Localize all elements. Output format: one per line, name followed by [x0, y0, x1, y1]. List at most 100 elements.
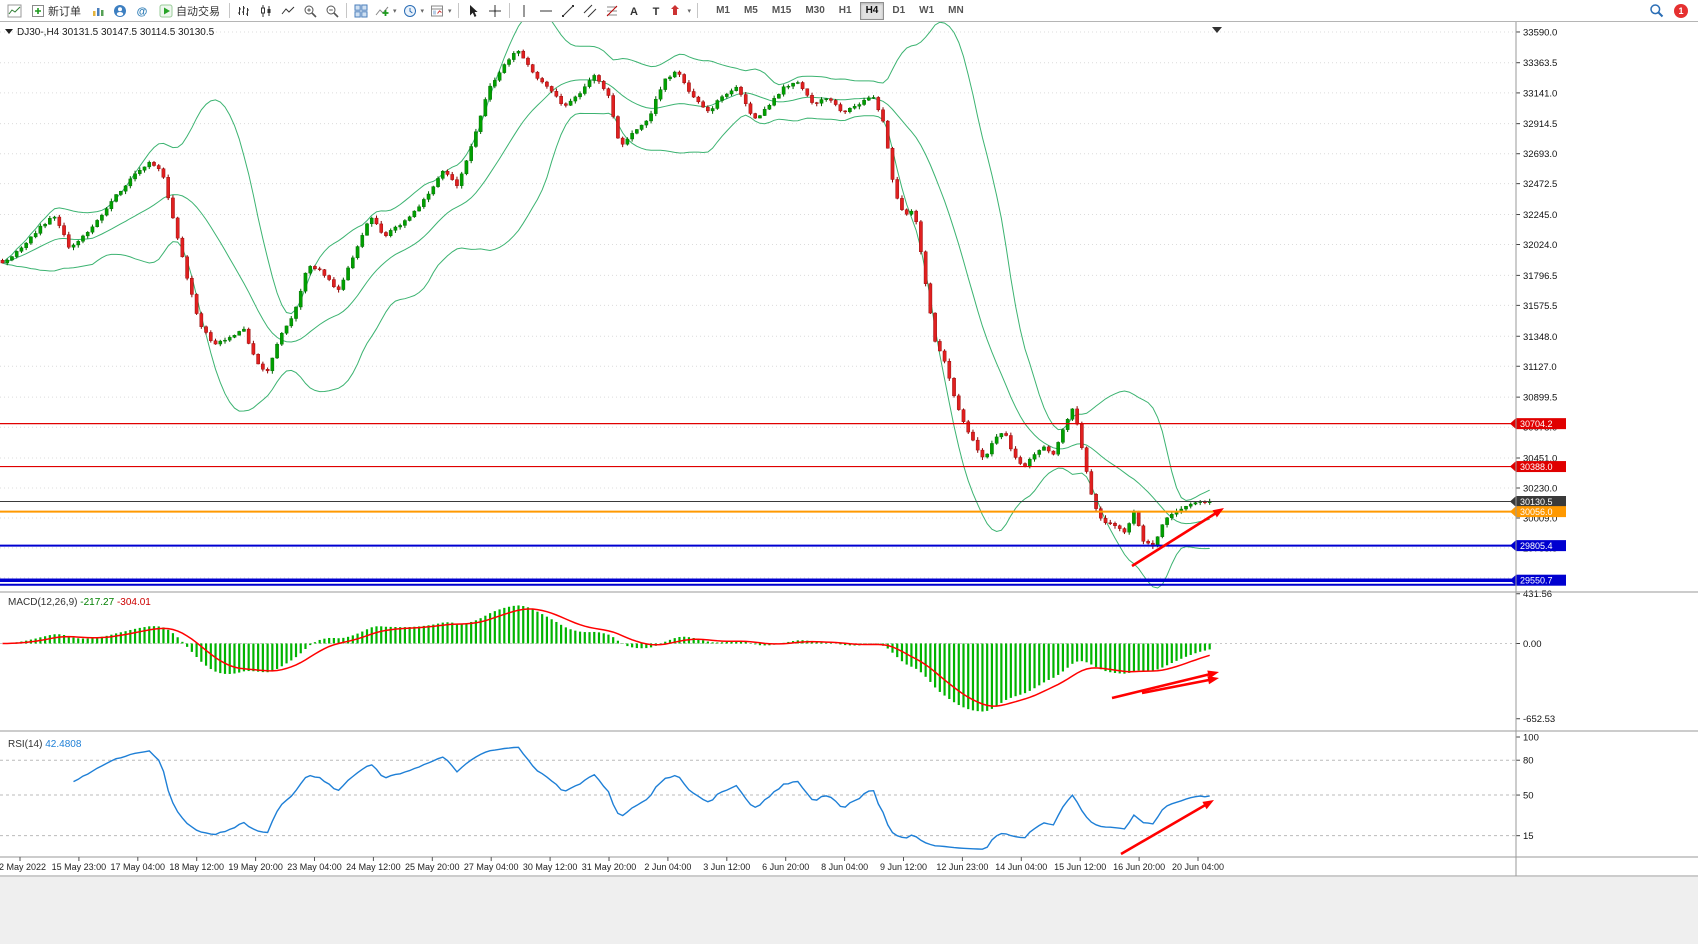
time-tick: 16 Jun 20:00 — [1113, 862, 1165, 872]
dropdown-caret-icon: ▾ — [448, 7, 452, 15]
rsi-axis-labels: 100 80 50 15 — [1516, 733, 1539, 842]
new-order-button[interactable]: 新订单 — [25, 1, 87, 21]
search-icon — [1649, 4, 1663, 18]
candlestick-chart-button[interactable] — [255, 1, 277, 21]
chart-background — [0, 22, 1698, 944]
text-button[interactable]: A — [623, 1, 645, 21]
svg-text:50: 50 — [1523, 791, 1534, 802]
price-tick: 33590.0 — [1523, 27, 1557, 38]
bollinger-upper-band — [2, 22, 1210, 502]
candlestick-chart-icon — [261, 4, 271, 17]
autotrading-button[interactable]: 自动交易 — [153, 1, 226, 21]
time-tick: 23 May 04:00 — [287, 862, 342, 872]
notification-badge[interactable]: 1 — [1674, 3, 1688, 18]
candlesticks — [0, 49, 1212, 549]
tf-button-w1[interactable]: W1 — [919, 5, 935, 16]
new-order-icon — [32, 4, 44, 17]
channel-icon — [583, 4, 596, 17]
symbol-dropdown-icon[interactable] — [5, 29, 13, 34]
svg-text:T: T — [652, 6, 659, 18]
time-tick: 20 Jun 04:00 — [1172, 862, 1224, 872]
macd-up-arrow-2-head[interactable] — [1207, 676, 1219, 685]
text-icon: A — [630, 6, 638, 18]
fibonacci-button[interactable] — [601, 1, 623, 21]
time-tick: 3 Jun 12:00 — [703, 862, 750, 872]
horizontal-line-icon — [539, 10, 552, 11]
charts-button[interactable] — [87, 1, 109, 21]
tf-button-h4[interactable]: H4 — [859, 1, 885, 20]
tf-button-m15[interactable]: M15 — [771, 5, 792, 16]
vertical-line-button[interactable] — [513, 1, 535, 21]
macd-label: MACD(12,26,9) -217.27 -304.01 — [8, 597, 151, 608]
price-up-arrow-head[interactable] — [1212, 508, 1225, 518]
tf-button-d1[interactable]: D1 — [892, 5, 906, 16]
community-button[interactable]: @ — [131, 1, 153, 21]
macd-up-arrow-2[interactable] — [1141, 678, 1213, 695]
symbol-ohlc-label: DJ30-,H4 30131.5 30147.5 30114.5 30130.5 — [17, 27, 215, 38]
arrows-tool-button[interactable]: ▾ — [667, 1, 695, 21]
chart-canvas[interactable]: 33590.0 33363.5 33141.0 32914.5 32693.0 32472… — [0, 22, 1698, 944]
community-icon: @ — [137, 6, 148, 18]
new-chart-button[interactable] — [3, 1, 25, 21]
crosshair-button[interactable] — [484, 1, 506, 21]
tf-button-m5[interactable]: M5 — [743, 5, 758, 16]
tf-button-m1[interactable]: M1 — [716, 5, 730, 16]
bottom-filler — [0, 877, 1698, 944]
channel-button[interactable] — [579, 1, 601, 21]
time-tick: 15 May 23:00 — [52, 862, 107, 872]
search-button[interactable] — [1645, 1, 1667, 21]
trendline-button[interactable] — [557, 1, 579, 21]
clock-icon — [403, 4, 416, 17]
tile-windows-icon — [354, 4, 368, 17]
price-tick: 33363.5 — [1523, 58, 1557, 69]
time-tick: 9 Jun 12:00 — [880, 862, 927, 872]
zoom-out-button[interactable] — [321, 1, 343, 21]
zoom-in-button[interactable] — [299, 1, 321, 21]
price-tag-30704.2[interactable]: 30704.2 — [1510, 418, 1566, 430]
price-tag-29550.7[interactable]: 29550.7 — [1510, 574, 1566, 586]
price-tick: 32245.0 — [1523, 210, 1557, 221]
bar-chart-button[interactable] — [233, 1, 255, 21]
tf-button-h1[interactable]: H1 — [838, 5, 852, 16]
line-chart-button[interactable] — [277, 1, 299, 21]
macd-histogram — [6, 605, 1211, 712]
price-up-arrow[interactable] — [1131, 510, 1219, 568]
price-tick: 32472.5 — [1523, 179, 1557, 190]
price-tick: 30230.0 — [1523, 483, 1557, 494]
horizontal-line-button[interactable] — [535, 1, 557, 21]
tf-button-m30[interactable]: M30 — [805, 5, 825, 16]
cursor-button[interactable] — [462, 1, 484, 21]
indicators-icon — [375, 6, 389, 16]
price-tag-29805.4[interactable]: 29805.4 — [1510, 540, 1566, 552]
svg-text:0.00: 0.00 — [1523, 639, 1542, 650]
rsi-line — [73, 746, 1210, 850]
rsi-up-arrow-head[interactable] — [1202, 800, 1214, 810]
profile-icon — [114, 4, 126, 17]
svg-text:431.56: 431.56 — [1523, 589, 1552, 600]
bar-chart-icon — [238, 5, 249, 16]
templates-button[interactable]: ▾ — [427, 1, 455, 21]
periods-button[interactable]: ▾ — [400, 1, 428, 21]
price-tag-30388.0[interactable]: 30388.0 — [1510, 461, 1566, 473]
profile-button[interactable] — [109, 1, 131, 21]
price-tick: 32024.0 — [1523, 240, 1557, 251]
label-button[interactable]: T — [645, 1, 667, 21]
svg-text:100: 100 — [1523, 733, 1539, 744]
crosshair-icon — [488, 4, 501, 17]
time-tick: 8 Jun 04:00 — [821, 862, 868, 872]
rsi-up-arrow[interactable] — [1120, 802, 1209, 856]
rsi-label: RSI(14) 42.4808 — [8, 739, 82, 750]
price-tag-30056.0[interactable]: 30056.0 — [1510, 506, 1566, 518]
macd-up-arrow[interactable] — [1111, 672, 1213, 700]
tile-windows-button[interactable] — [350, 1, 372, 21]
price-tick: 30009.0 — [1523, 513, 1557, 524]
price-tick: 31348.0 — [1523, 332, 1557, 343]
chart-shift-marker[interactable] — [1212, 27, 1222, 33]
price-tick: 32914.5 — [1523, 119, 1557, 130]
svg-text:30388.0: 30388.0 — [1520, 462, 1553, 472]
indicators-button[interactable]: ▾ — [372, 1, 400, 21]
price-tag-30130.5[interactable]: 30130.5 — [1510, 496, 1566, 508]
tf-button-mn[interactable]: MN — [948, 5, 964, 16]
